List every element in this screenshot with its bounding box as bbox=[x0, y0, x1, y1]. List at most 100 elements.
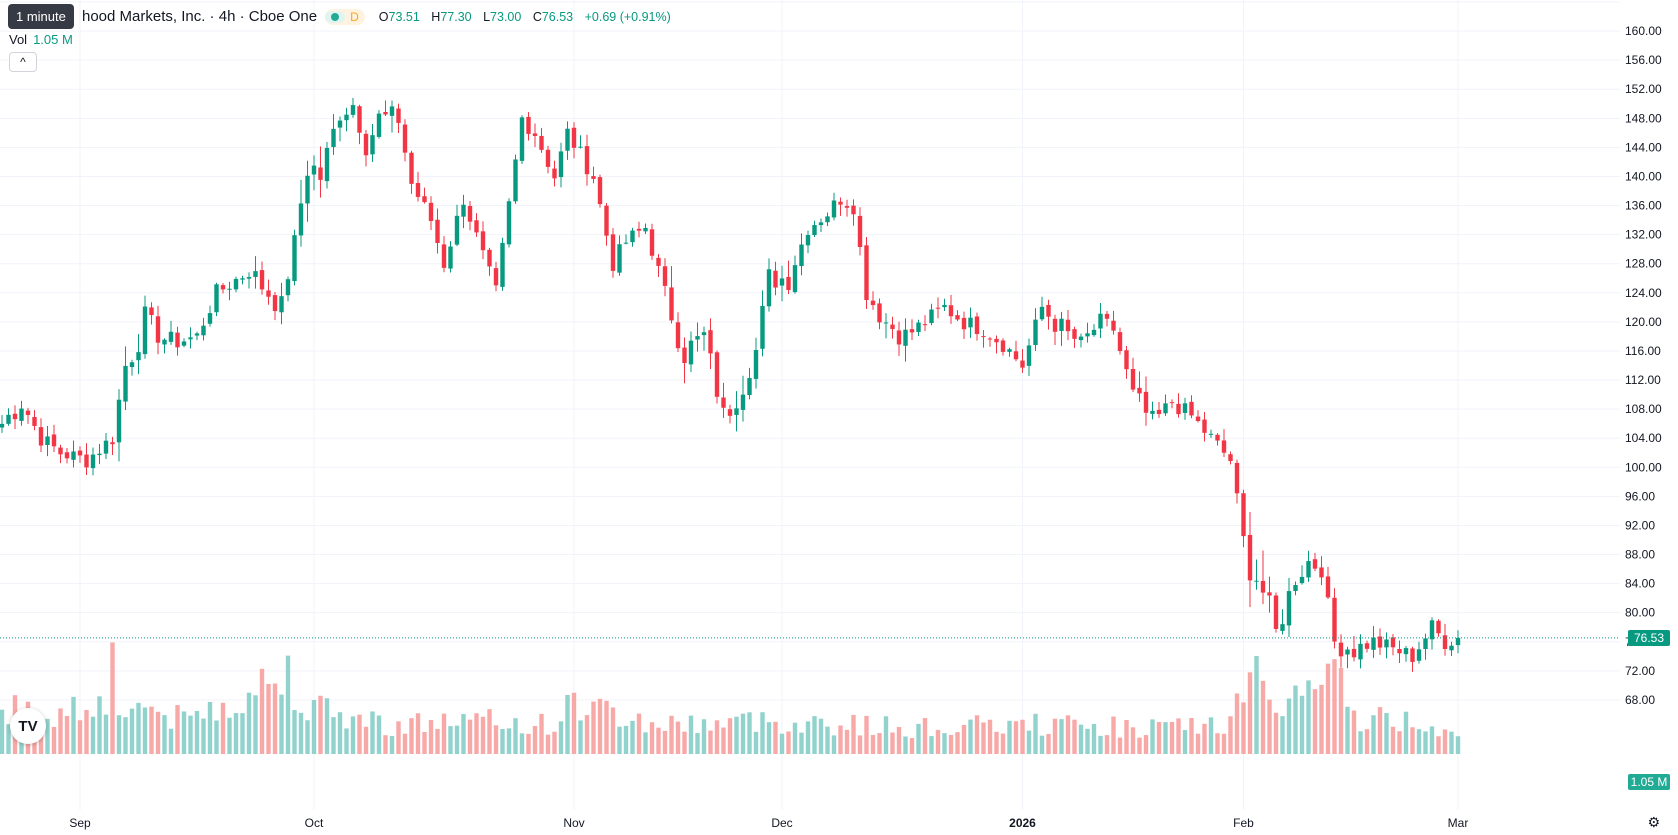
candle-body bbox=[1286, 591, 1292, 626]
volume-bar bbox=[370, 711, 375, 754]
candle-body bbox=[259, 270, 265, 290]
tradingview-logo-icon[interactable]: TV bbox=[10, 708, 46, 744]
volume-bar bbox=[708, 730, 713, 754]
candle-body bbox=[571, 127, 577, 148]
volume-bar bbox=[500, 729, 505, 754]
volume-bar bbox=[682, 731, 687, 754]
volume-bar bbox=[942, 733, 947, 754]
volume-bar bbox=[617, 726, 622, 754]
candle-body bbox=[610, 234, 616, 271]
volume-bar bbox=[909, 738, 915, 754]
volume-bar bbox=[1260, 680, 1266, 754]
candle-body bbox=[916, 322, 921, 332]
volume-bar bbox=[591, 701, 596, 754]
candle-body bbox=[506, 201, 512, 245]
candle-body bbox=[636, 228, 642, 231]
volume-bar bbox=[734, 716, 739, 754]
candle-body bbox=[1351, 648, 1357, 658]
volume-bar bbox=[1234, 693, 1240, 754]
volume-bar bbox=[740, 713, 746, 754]
volume-bar bbox=[896, 726, 902, 754]
volume-bar bbox=[1312, 689, 1318, 754]
candle-body bbox=[487, 249, 492, 267]
volume-bar bbox=[6, 724, 11, 754]
candle-body bbox=[389, 106, 395, 116]
candle-body bbox=[760, 305, 765, 349]
candle-body bbox=[1033, 319, 1038, 346]
volume-bar bbox=[259, 668, 265, 754]
volume-bar bbox=[792, 722, 798, 754]
volume-bar bbox=[922, 718, 928, 754]
candle-body bbox=[740, 394, 746, 410]
candle-body bbox=[370, 135, 375, 155]
symbol-title[interactable]: hood Markets, Inc. · 4h · Cboe One bbox=[82, 8, 318, 25]
volume-bar bbox=[1254, 656, 1259, 754]
volume-bar bbox=[883, 716, 889, 754]
candle-body bbox=[1085, 333, 1090, 337]
candle-body bbox=[1228, 454, 1233, 461]
gear-icon[interactable]: ⚙ bbox=[1647, 814, 1660, 830]
candle-body bbox=[162, 339, 167, 345]
volume-bar bbox=[136, 702, 141, 754]
volume-bar bbox=[1358, 731, 1363, 754]
candle-body bbox=[714, 352, 720, 397]
candle-body bbox=[71, 451, 76, 460]
volume-bar bbox=[766, 722, 772, 754]
candle-body bbox=[136, 352, 141, 361]
candle-body bbox=[1059, 318, 1064, 331]
volume-bar bbox=[1137, 737, 1142, 754]
candle-body bbox=[812, 225, 817, 236]
candle-body bbox=[890, 324, 895, 329]
volume-bar bbox=[454, 725, 460, 754]
candle-body bbox=[461, 204, 466, 217]
y-tick-label: 104.00 bbox=[1625, 431, 1662, 445]
volume-bar bbox=[480, 716, 486, 754]
volume-bar bbox=[1020, 719, 1025, 754]
candle-body bbox=[968, 317, 973, 328]
volume-bar bbox=[123, 717, 128, 754]
candle-body bbox=[1403, 648, 1409, 655]
volume-bar bbox=[753, 731, 759, 754]
candle-body bbox=[448, 246, 453, 269]
candle-body bbox=[851, 205, 856, 215]
volume-bar bbox=[649, 722, 655, 754]
chevron-up-icon: ^ bbox=[20, 55, 26, 69]
collapse-legend-button[interactable]: ^ bbox=[9, 52, 37, 72]
change-value: +0.69 (+0.91%) bbox=[584, 9, 671, 24]
volume-bar bbox=[110, 642, 115, 754]
volume-bar bbox=[71, 696, 76, 754]
candle-body bbox=[669, 287, 674, 321]
volume-bar bbox=[1169, 721, 1175, 754]
candle-body bbox=[682, 347, 687, 364]
candle-body bbox=[285, 279, 291, 296]
y-tick-label: 124.00 bbox=[1625, 286, 1662, 300]
candle-body bbox=[155, 316, 161, 343]
volume-bar bbox=[662, 730, 668, 754]
volume-bar bbox=[64, 716, 70, 754]
candle-body bbox=[474, 220, 479, 233]
volume-bar bbox=[1442, 729, 1448, 754]
y-tick-label: 96.00 bbox=[1625, 489, 1655, 503]
candle-body bbox=[454, 215, 460, 245]
volume-bar bbox=[786, 731, 791, 754]
candle-body bbox=[1325, 576, 1331, 598]
candle-body bbox=[396, 108, 401, 123]
volume-bar bbox=[545, 734, 551, 754]
candle-body bbox=[467, 205, 473, 222]
candle-body bbox=[1065, 319, 1071, 332]
volume-bar bbox=[1215, 733, 1220, 754]
candle-body bbox=[1221, 440, 1227, 453]
volume-bar bbox=[1241, 702, 1246, 754]
candle-body bbox=[58, 447, 63, 455]
volume-bar bbox=[857, 735, 863, 754]
candle-body bbox=[1182, 403, 1188, 413]
candle-body bbox=[734, 408, 739, 415]
candle-body bbox=[1052, 318, 1058, 332]
candle-body bbox=[1117, 332, 1123, 352]
volume-bar bbox=[714, 720, 720, 754]
candle-body bbox=[123, 365, 128, 402]
market-status-pill[interactable]: D bbox=[325, 8, 365, 25]
volume-bar bbox=[1221, 733, 1227, 754]
volume-bar bbox=[376, 715, 382, 754]
